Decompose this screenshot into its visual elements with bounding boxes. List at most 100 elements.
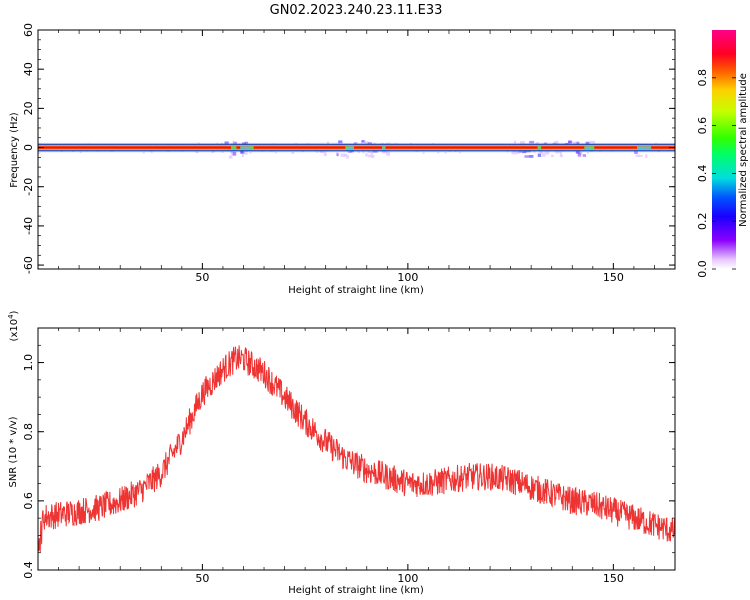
- spectrogram-speckle: [241, 153, 245, 157]
- colorbar-tick-label: 0.4: [696, 165, 709, 183]
- spectrogram-speckle: [537, 153, 542, 157]
- spectrogram-ytick-label: 40: [22, 62, 35, 76]
- spectrogram-speckle: [518, 149, 522, 153]
- spectrogram-speckle: [213, 151, 215, 153]
- spectrogram-speckle: [654, 143, 657, 145]
- spectrogram-speckle: [367, 150, 370, 154]
- spectrogram-speckle: [575, 141, 580, 144]
- spectrogram-speckle: [367, 142, 372, 145]
- spectrogram-speckle: [336, 153, 339, 157]
- spectrogram-speckle: [386, 151, 390, 156]
- spectrogram-speckle: [544, 151, 550, 155]
- spectrogram-band-break: [637, 146, 646, 149]
- spectrogram-speckle: [511, 150, 517, 155]
- spectrogram-speckle: [323, 152, 327, 157]
- spectrogram-speckle: [536, 142, 539, 146]
- spectrogram-speckle: [316, 151, 319, 153]
- spectrogram-ytick-label: 60: [22, 23, 35, 37]
- spectrogram-band-break: [247, 146, 254, 149]
- spectrogram-speckle: [274, 151, 277, 154]
- spectrogram-speckle: [576, 151, 580, 154]
- spectrogram-band-layer: [38, 146, 675, 149]
- spectrogram-speckle: [535, 142, 538, 145]
- spectrogram-speckle: [520, 140, 525, 145]
- spectrogram-speckle: [422, 152, 425, 154]
- spectrogram-speckle: [369, 151, 372, 154]
- snr-xtick-label: 50: [195, 572, 209, 585]
- spectrogram-band-break: [645, 146, 652, 149]
- spectrogram-speckle: [357, 151, 360, 153]
- colorbar: 0.0 0.2 0.4 0.6 0.8 Normalized spectral ampl…: [696, 30, 749, 278]
- spectrogram-speckle: [551, 154, 554, 158]
- spectrogram-speckle: [270, 150, 273, 153]
- spectrogram-speckle: [142, 152, 145, 154]
- spectrogram-ylabel: Frequency (Hz): [9, 112, 20, 188]
- colorbar-ticks: 0.0 0.2 0.4 0.6 0.8: [696, 69, 736, 278]
- spectrogram-speckle: [657, 150, 660, 153]
- snr-panel: 50 100 150 0.4 0.6 0.8 1.0 Height of straight …: [7, 310, 676, 596]
- snr-series-line: [38, 345, 675, 553]
- spectrogram-band-break: [382, 146, 386, 149]
- spectrogram-speckle: [582, 154, 587, 157]
- spectrogram-speckle: [555, 150, 560, 154]
- snr-xtick-label: 100: [397, 572, 418, 585]
- colorbar-gradient: [712, 30, 736, 269]
- spectrogram-speckle: [197, 142, 200, 145]
- spectrogram-speckle: [110, 150, 113, 153]
- spectrogram-speckle: [365, 153, 368, 157]
- spectrogram-speckle: [529, 140, 535, 144]
- colorbar-tick-label: 0.2: [696, 212, 709, 230]
- spectrogram-ticks: 50 100 150 -60 -40 -20 0 20 40 60: [22, 23, 676, 284]
- snr-frame: [37, 327, 676, 571]
- snr-ytick-label: 1.0: [22, 354, 35, 372]
- spectrogram-xtick-label: 150: [603, 271, 624, 284]
- spectrogram-speckle: [295, 143, 298, 145]
- spectrogram-speckle: [590, 140, 595, 144]
- spectrogram-band-break: [585, 146, 594, 149]
- spectrogram-speckle: [368, 154, 373, 158]
- spectrogram-speckle: [559, 151, 562, 156]
- spectrogram-speckle: [362, 151, 365, 154]
- spectrogram-speckle: [415, 150, 418, 153]
- spectrogram-speckle: [529, 155, 534, 158]
- spectrogram-speckle: [230, 151, 232, 153]
- spectrogram-speckle: [232, 152, 237, 156]
- spectrogram-speckle: [437, 151, 440, 154]
- snr-scale-exponent: 4: [7, 314, 15, 319]
- spectrogram-speckle: [232, 140, 235, 144]
- spectrogram-speckle: [542, 153, 546, 157]
- spectrogram-speckle: [371, 155, 375, 158]
- colorbar-tick-label: 0.8: [696, 69, 709, 87]
- spectrogram-speckle: [221, 151, 224, 153]
- spectrogram-ytick-label: -20: [22, 178, 35, 196]
- snr-scale-close: ): [9, 310, 20, 314]
- spectrogram-speckle: [302, 150, 305, 153]
- spectrogram-speckle: [524, 155, 530, 158]
- figure-title: GN02.2023.240.23.11.E33: [270, 3, 443, 18]
- spectrogram-speckle: [344, 153, 348, 157]
- spectrogram-speckle: [224, 141, 229, 145]
- spectrogram-frame: [37, 29, 676, 270]
- spectrogram-marks: [38, 140, 675, 159]
- spectrogram-ytick-label: 20: [22, 101, 35, 115]
- spectrogram-speckle: [587, 152, 589, 154]
- spectrogram-speckle: [244, 141, 249, 146]
- snr-xtick-label: 150: [603, 572, 624, 585]
- spectrogram-speckle: [338, 140, 343, 144]
- spectrogram-speckle: [340, 153, 346, 157]
- spectrogram-speckle: [506, 150, 509, 153]
- spectrogram-speckle: [640, 154, 643, 157]
- spectrogram-speckle: [409, 143, 412, 145]
- spectrogram-speckle: [291, 152, 294, 154]
- spectrogram-speckle: [292, 152, 295, 154]
- spectrogram-ytick-label: -40: [22, 217, 35, 235]
- spectrogram-speckle: [541, 151, 544, 154]
- spectrogram-speckle: [249, 152, 252, 154]
- spectrogram-speckle: [211, 151, 214, 154]
- spectrogram-speckle: [364, 141, 369, 145]
- spectrogram-speckle: [533, 151, 536, 153]
- spectrogram-speckle: [514, 140, 517, 144]
- spectrogram-band-break: [240, 146, 249, 149]
- spectrogram-speckle: [554, 140, 559, 145]
